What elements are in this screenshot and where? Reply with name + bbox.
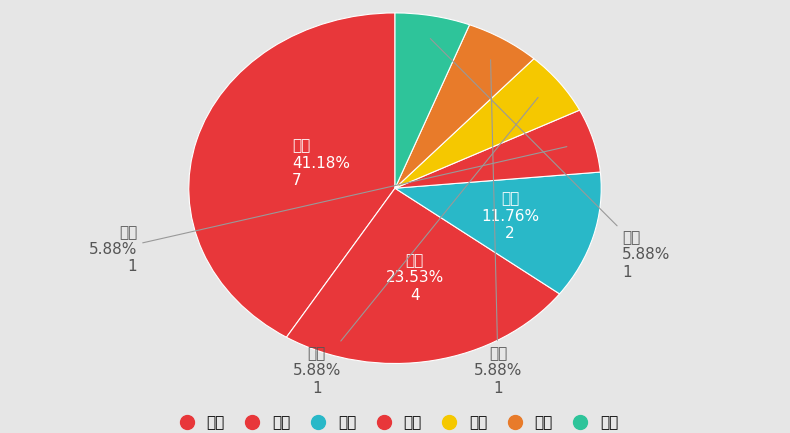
Wedge shape (395, 25, 534, 188)
Text: 昆明
5.88%
1: 昆明 5.88% 1 (431, 39, 670, 280)
Text: 台州
5.88%
1: 台州 5.88% 1 (474, 60, 522, 396)
Wedge shape (287, 188, 559, 363)
Wedge shape (395, 172, 601, 294)
Text: 惠州
23.53%
4: 惠州 23.53% 4 (386, 253, 444, 303)
Text: 广州
41.18%
7: 广州 41.18% 7 (292, 139, 350, 188)
Wedge shape (395, 13, 469, 188)
Text: 天津
11.76%
2: 天津 11.76% 2 (481, 191, 539, 241)
Wedge shape (395, 59, 580, 188)
Legend: 广州, 惠州, 天津, 汕头, 青岛, 台州, 昆明: 广州, 惠州, 天津, 汕头, 青岛, 台州, 昆明 (165, 409, 625, 433)
Text: 汕头
5.88%
1: 汕头 5.88% 1 (88, 147, 567, 275)
Wedge shape (395, 110, 600, 188)
Text: 青岛
5.88%
1: 青岛 5.88% 1 (292, 97, 538, 396)
Wedge shape (189, 13, 395, 337)
